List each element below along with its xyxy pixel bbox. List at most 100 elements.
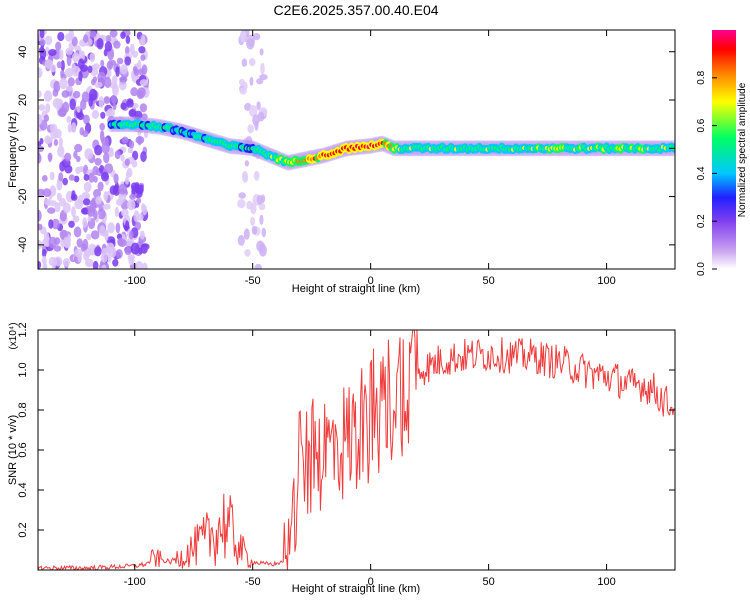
noise-speckle bbox=[253, 170, 260, 181]
noise-speckle bbox=[73, 226, 82, 238]
noise-speckle bbox=[41, 248, 47, 258]
noise-speckle bbox=[41, 255, 47, 265]
noise-speckle bbox=[43, 198, 52, 205]
noise-speckle bbox=[111, 94, 118, 104]
noise-speckle bbox=[97, 208, 106, 220]
noise-speckle bbox=[254, 263, 262, 269]
noise-speckle bbox=[73, 150, 78, 159]
noise-speckle bbox=[101, 142, 110, 154]
noise-speckle bbox=[94, 81, 103, 89]
noise-speckle bbox=[38, 67, 43, 78]
noise-speckle bbox=[240, 30, 247, 43]
noise-speckle bbox=[43, 114, 50, 122]
noise-speckle bbox=[136, 197, 142, 204]
noise-speckle bbox=[239, 87, 247, 95]
x-tick-label: -100 bbox=[124, 576, 146, 588]
noise-speckle bbox=[102, 203, 111, 210]
noise-speckle bbox=[86, 233, 92, 241]
noise-speckle bbox=[72, 52, 80, 63]
noise-speckle bbox=[244, 249, 251, 257]
noise-speckle bbox=[241, 170, 248, 182]
noise-speckle bbox=[121, 208, 129, 217]
noise-speckle bbox=[135, 136, 145, 144]
noise-speckle bbox=[94, 157, 102, 166]
noise-speckle bbox=[259, 48, 264, 56]
snr-plot-area bbox=[38, 330, 675, 570]
noise-speckle bbox=[251, 225, 258, 235]
noise-speckle bbox=[82, 198, 91, 206]
noise-speckle bbox=[71, 122, 77, 133]
noise-speckle bbox=[87, 215, 92, 222]
noise-speckle bbox=[114, 206, 119, 217]
noise-speckle bbox=[66, 85, 73, 92]
noise-speckle bbox=[124, 220, 130, 231]
noise-speckle bbox=[66, 116, 72, 123]
noise-speckle bbox=[57, 145, 65, 158]
y-tick-label: 1.2 bbox=[17, 322, 29, 337]
noise-speckle bbox=[141, 262, 148, 269]
spectrogram-y-label: Frequency (Hz) bbox=[7, 112, 19, 188]
noise-speckle bbox=[113, 40, 121, 49]
noise-speckle bbox=[238, 78, 246, 86]
noise-speckle bbox=[71, 36, 78, 47]
noise-speckle bbox=[107, 222, 115, 234]
spectrogram-panel: -100 -50 0 50 100 -40 -20 0 20 40 Height of stra… bbox=[7, 29, 676, 295]
noise-speckle bbox=[250, 216, 255, 226]
noise-speckle bbox=[103, 191, 108, 202]
noise-speckle bbox=[137, 59, 142, 72]
noise-speckle bbox=[111, 75, 118, 85]
noise-speckle bbox=[118, 79, 127, 91]
noise-speckle bbox=[43, 90, 53, 102]
noise-speckle bbox=[106, 60, 114, 70]
noise-speckle bbox=[38, 261, 42, 269]
noise-speckle bbox=[52, 88, 59, 97]
noise-speckle bbox=[60, 59, 65, 72]
noise-speckle bbox=[100, 59, 105, 68]
noise-speckle bbox=[129, 255, 134, 263]
noise-speckle bbox=[88, 172, 95, 183]
noise-speckle bbox=[125, 99, 134, 108]
spectrogram-y-axis: -40 -20 0 20 40 bbox=[17, 46, 675, 253]
noise-speckle bbox=[118, 183, 128, 195]
noise-speckle bbox=[72, 215, 80, 223]
noise-speckle bbox=[78, 70, 83, 82]
noise-speckle bbox=[125, 46, 130, 56]
noise-speckle bbox=[141, 113, 148, 121]
noise-speckle bbox=[48, 236, 57, 249]
noise-speckle bbox=[134, 110, 143, 120]
noise-speckle bbox=[47, 152, 53, 163]
noise-speckle bbox=[112, 103, 117, 111]
noise-speckle bbox=[38, 223, 43, 231]
noise-speckle bbox=[62, 177, 68, 186]
spectrogram-x-label: Height of straight line (km) bbox=[292, 283, 420, 295]
noise-speckle bbox=[104, 76, 112, 88]
noise-speckle bbox=[54, 202, 61, 213]
noise-speckle bbox=[250, 202, 257, 215]
noise-speckle bbox=[119, 64, 128, 75]
y-tick-label: 0.6 bbox=[17, 442, 29, 457]
noise-speckle bbox=[260, 62, 265, 75]
noise-speckle bbox=[56, 192, 62, 201]
noise-speckle bbox=[117, 237, 125, 247]
x-tick-label: 100 bbox=[597, 576, 615, 588]
noise-speckle bbox=[47, 207, 56, 214]
colorbar-tick-label: 0.0 bbox=[696, 262, 707, 276]
noise-speckle bbox=[244, 160, 249, 167]
noise-speckle bbox=[96, 38, 104, 50]
noise-speckle bbox=[83, 114, 90, 125]
noise-speckle bbox=[72, 90, 81, 99]
noise-speckle bbox=[83, 174, 90, 181]
noise-speckle bbox=[83, 34, 89, 43]
noise-speckle bbox=[120, 154, 125, 162]
noise-speckle bbox=[53, 139, 59, 146]
noise-speckle bbox=[249, 76, 254, 86]
noise-speckle bbox=[49, 171, 55, 181]
noise-speckle bbox=[114, 181, 119, 193]
noise-speckle bbox=[56, 61, 63, 69]
noise-speckle bbox=[73, 175, 80, 183]
noise-speckle bbox=[137, 87, 146, 98]
noise-speckle bbox=[87, 65, 93, 74]
noise-speckle bbox=[45, 46, 50, 57]
y-tick-label: 40 bbox=[17, 46, 29, 58]
